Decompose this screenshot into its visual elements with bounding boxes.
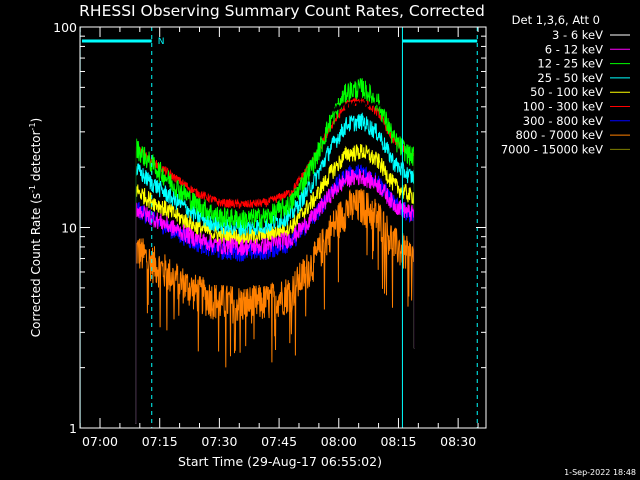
x-tick-label: 08:15 (380, 434, 416, 449)
legend-entry-label: 25 - 50 keV (537, 71, 603, 85)
legend-entry-label: 12 - 25 keV (537, 57, 603, 71)
series-line (135, 143, 415, 424)
x-tick-label: 07:00 (82, 434, 118, 449)
y-axis-label: Corrected Count Rate (s-1 detector-1) (28, 118, 43, 337)
legend-entry-label: 100 - 300 keV (523, 100, 603, 114)
legend-entry-label: 3 - 6 keV (552, 28, 603, 42)
legend-entry-label: 6 - 12 keV (545, 42, 603, 56)
x-tick-label: 07:30 (201, 434, 237, 449)
legend-entry-label: 50 - 100 keV (530, 85, 603, 99)
x-tick-label: 07:45 (261, 434, 297, 449)
y-tick-label: 100 (53, 20, 77, 35)
legend-header: Det 1,3,6, Att 0 (512, 13, 600, 27)
series-line (135, 169, 415, 424)
legend-entry-label: 7000 - 15000 keV (501, 142, 603, 156)
y-tick-label: 10 (61, 221, 77, 236)
x-tick-label: 08:30 (440, 434, 476, 449)
series-line (135, 78, 415, 424)
y-tick-label: 1 (69, 421, 77, 436)
x-tick-label: 07:15 (142, 434, 178, 449)
chart-title: RHESSI Observing Summary Count Rates, Co… (79, 2, 485, 20)
legend-entry-label: 300 - 800 keV (523, 114, 603, 128)
x-axis-label: Start Time (29-Aug-17 06:55:02) (178, 454, 382, 469)
x-tick-label: 08:00 (321, 434, 357, 449)
series-line (135, 97, 415, 424)
series-line (135, 98, 415, 424)
series-line (135, 188, 415, 424)
legend-entry-label: 800 - 7000 keV (515, 128, 603, 142)
timestamp: 1-Sep-2022 18:48 (564, 468, 636, 477)
night-flag-label: N (158, 37, 165, 47)
